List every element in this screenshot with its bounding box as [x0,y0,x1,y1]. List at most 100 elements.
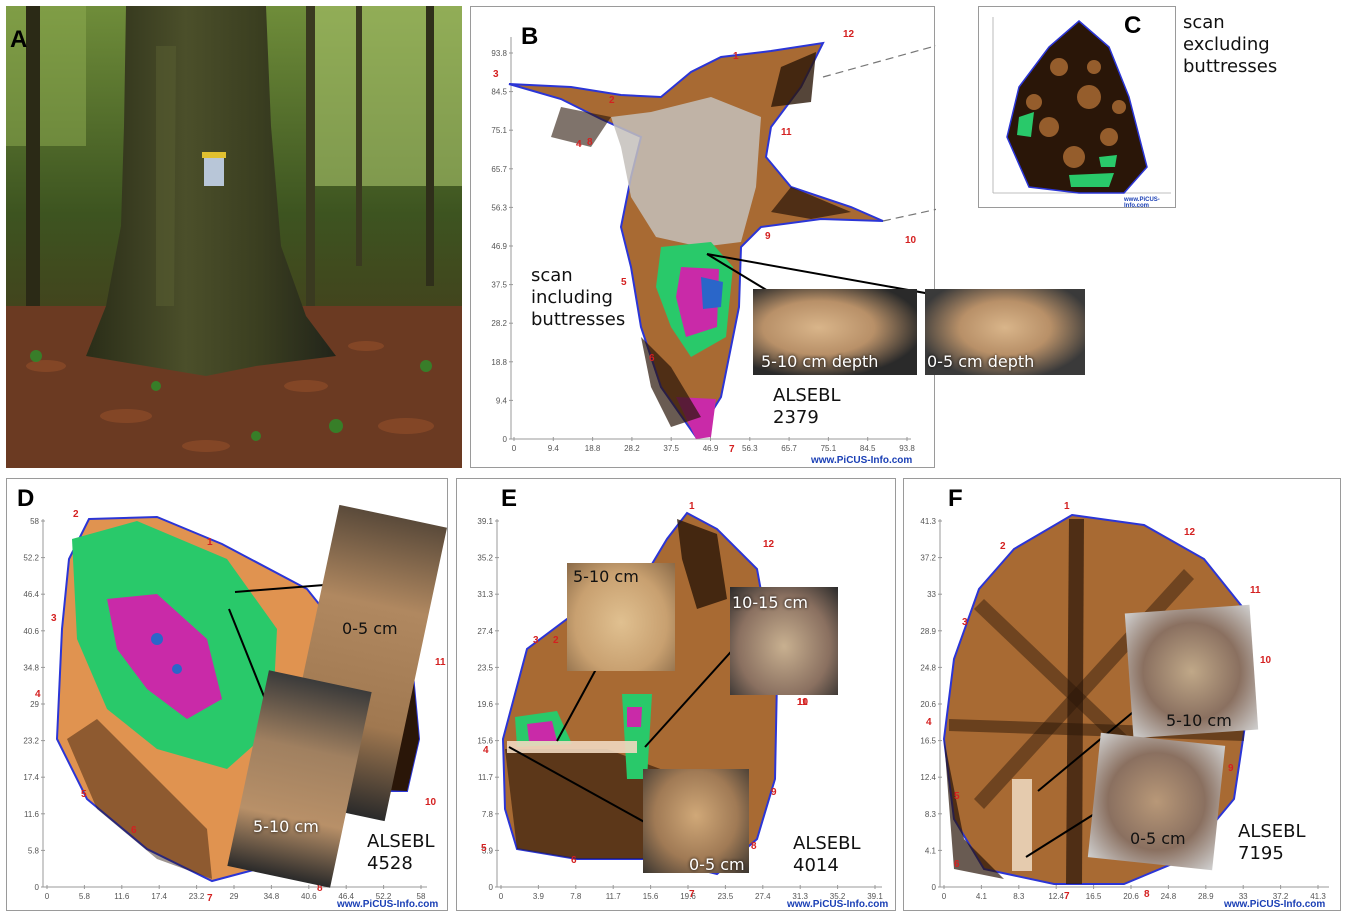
soil-photo-f-0-5 [1087,732,1226,871]
y-tick-label: 0 [489,883,494,892]
sensor-point-label: 3 [533,635,539,646]
y-tick-label: 34.8 [23,663,39,672]
y-tick-label: 0 [932,883,937,892]
x-tick-label: 39.1 [867,892,883,901]
x-tick-label: 11.6 [114,892,130,901]
sensor-point-label: 6 [131,825,137,836]
x-tick-label: 4.1 [976,892,988,901]
panel-e-label: E [501,485,518,512]
x-tick-label: 29 [230,892,239,901]
x-tick-label: 5.8 [79,892,91,901]
x-tick-label: 65.7 [781,444,797,453]
y-tick-label: 29 [30,700,39,709]
x-tick-label: 34.8 [264,892,280,901]
x-tick-label: 0 [942,892,947,901]
panel-d-y-ticks: 58 52.2 46.4 40.6 34.8 29 23.2 17.4 11.6 5.8 0 [23,517,45,892]
sensor-point-label: 11 [781,127,792,138]
soil-photo-e-5-10 [567,563,675,671]
x-tick-label: 28.9 [1198,892,1214,901]
panel-e-x-ticks: 0 3.9 7.8 11.7 15.6 19.6 23.5 27.4 31.3 35.2 39.1 [499,885,883,901]
x-tick-label: 56.3 [742,444,758,453]
panel-f-x-ticks: 0 4.1 8.3 12.4 16.5 20.6 24.8 28.9 33 37.2 41.3 [942,885,1326,901]
y-tick-label: 23.5 [477,663,493,672]
x-tick-label: 18.8 [585,444,601,453]
x-tick-label: 15.6 [643,892,659,901]
y-tick-label: 18.8 [491,358,507,367]
panel-e: E 39.1 35.2 31.3 27.4 23.5 19.6 15.6 11.7 7.8 3.9… [456,478,896,911]
panel-b-label: B [521,23,539,50]
photo-label-f-5-10: 5-10 cm [1166,711,1232,730]
x-tick-label: 28.2 [624,444,640,453]
soil-photo-e-10-15 [730,587,838,695]
x-tick-label: 12.4 [1048,892,1064,901]
sensor-point-label: 2 [1000,541,1006,552]
x-tick-label: 19.6 [680,892,696,901]
sensor-point-label: 10 [1260,655,1272,666]
y-tick-label: 8.3 [925,810,937,819]
panel-c-plot [992,17,1171,194]
y-tick-label: 84.5 [491,88,507,97]
y-tick-label: 3.9 [482,846,494,855]
x-tick-label: 46.9 [703,444,719,453]
y-tick-label: 16.5 [920,737,936,746]
sensor-point-label: 5 [954,791,960,802]
sensor-point-label: 6 [649,353,655,364]
x-tick-label: 3.9 [533,892,545,901]
sensor-point-label: 1 [1064,501,1070,512]
y-tick-label: 31.3 [477,590,493,599]
x-tick-label: 0 [512,444,517,453]
sensor-point-label: 8 [751,841,757,852]
sensor-point-label: 7 [689,889,695,900]
sensor-point-label: 1 [689,501,695,512]
sensor-point-label: 3 [962,617,968,628]
y-tick-label: 28.2 [491,319,507,328]
sensor-point-label: 3 [493,69,499,80]
y-tick-label: 27.4 [477,627,493,636]
soil-photo-b-5-10 [753,289,917,375]
sensor-point-label: 7 [1064,891,1070,902]
y-tick-label: 19.6 [477,700,493,709]
y-tick-label: 40.6 [23,627,39,636]
y-tick-label: 33 [927,590,936,599]
y-tick-label: 12.4 [920,773,936,782]
y-tick-label: 93.8 [491,49,507,58]
sensor-point-label: 2 [553,635,559,646]
sensor-point-label: 12 [763,539,775,550]
x-tick-label: 37.2 [1273,892,1289,901]
y-tick-label: 11.6 [24,810,40,819]
y-tick-label: 58 [30,517,39,526]
sensor-point-label: 4 [926,717,932,728]
photo-label-f-0-5: 0-5 cm [1130,829,1186,848]
panel-c: www.PiCUS-Info.com [978,6,1176,209]
sensor-point-label: 6 [571,855,577,866]
y-tick-label: 46.4 [23,590,39,599]
sensor-point-label: 9 [765,231,771,242]
y-tick-label: 7.8 [482,810,494,819]
x-tick-label: 33 [1239,892,1248,901]
photo-label-b-5-10: 5-10 cm depth [761,352,879,371]
y-tick-label: 37.2 [920,554,936,563]
y-tick-label: 56.3 [491,203,507,212]
sensor-point-label: 8 [1144,889,1150,900]
y-tick-label: 24.8 [920,663,936,672]
x-tick-label: 9.4 [548,444,560,453]
sensor-point-label: 5 [481,843,487,854]
caption-including-buttresses: scan including buttresses [531,265,626,330]
sensor-point-label: 4 [35,689,41,700]
panel-b-x-ticks: 0 9.4 18.8 28.2 37.5 46.9 56.3 65.7 75.1 84.5 93.8 [512,437,915,453]
sensor-point-label: 10 [425,797,437,808]
sensor-point-label: 9 [771,787,777,798]
sensor-point-label: 9 [1228,763,1234,774]
y-tick-label: 4.1 [925,846,937,855]
caption-excluding-buttresses: scan excluding buttresses [1183,12,1278,77]
sensor-point-label: 7 [729,444,735,455]
x-tick-label: 31.3 [792,892,808,901]
x-tick-label: 37.5 [663,444,679,453]
soil-photo-e-0-5 [643,769,749,873]
panel-e-y-ticks: 39.1 35.2 31.3 27.4 23.5 19.6 15.6 11.7 7.8 3.9 0 [477,517,499,892]
tree-id-b: ALSEBL 2379 [773,385,841,428]
photo-label-d-5-10: 5-10 cm [253,817,319,836]
sensor-point-label: 11 [797,697,808,708]
